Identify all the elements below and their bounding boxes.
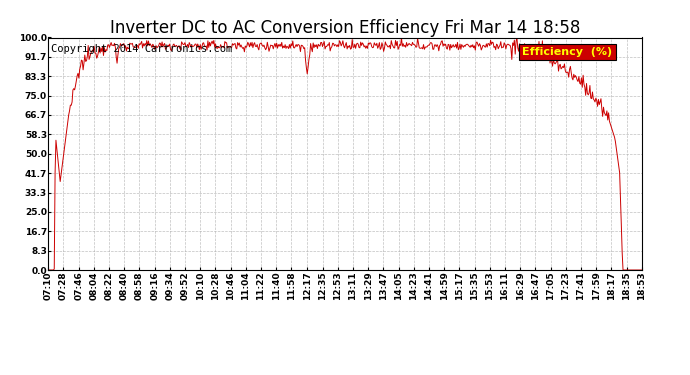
Title: Inverter DC to AC Conversion Efficiency Fri Mar 14 18:58: Inverter DC to AC Conversion Efficiency … bbox=[110, 20, 580, 38]
Text: Copyright 2014 Cartronics.com: Copyright 2014 Cartronics.com bbox=[51, 45, 233, 54]
Text: Efficiency  (%): Efficiency (%) bbox=[522, 47, 613, 57]
